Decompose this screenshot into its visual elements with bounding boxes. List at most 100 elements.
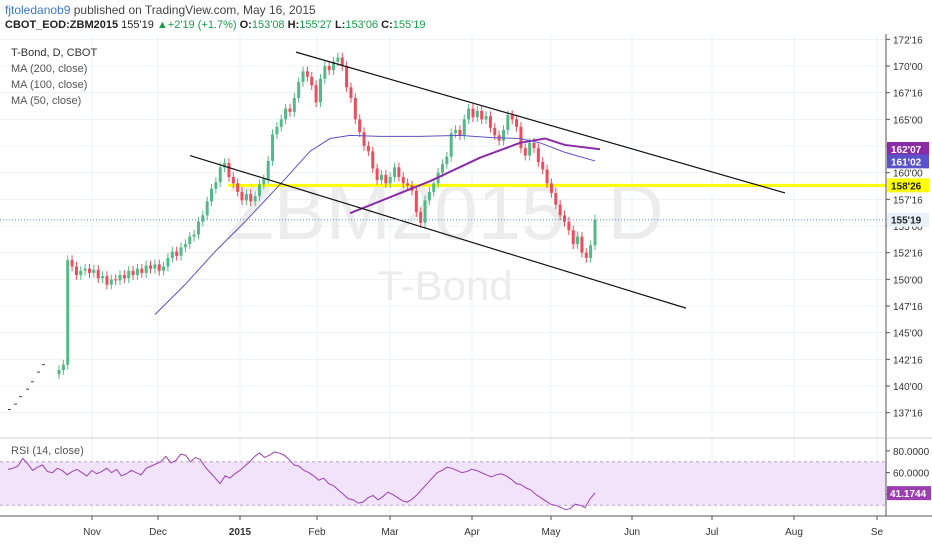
candle-body (536, 148, 540, 162)
candle-body (262, 179, 266, 185)
watermark-symbol: ZBM2015, D (226, 168, 664, 256)
candle-body (144, 265, 148, 273)
price-tick-label: 140'00 (893, 382, 923, 393)
published-text: published on TradingView.com, May 16, 20… (73, 3, 316, 17)
candle-body (515, 119, 519, 127)
legend-ma-200[interactable]: MA (200, close) (11, 63, 87, 75)
high-label: H: (287, 19, 300, 31)
candle-body (501, 130, 505, 141)
candle-body (101, 276, 105, 279)
price-tick-label: 137'16 (893, 409, 923, 420)
candle-body (314, 85, 318, 103)
candle-body (305, 71, 309, 77)
time-tick-label: Aug (785, 527, 803, 538)
legend: T-Bond, D, CBOT MA (200, close) MA (100,… (11, 47, 97, 107)
candle-body (488, 116, 492, 128)
candle-body (327, 66, 331, 71)
rsi-band (0, 461, 886, 506)
price-tag-label: 162'07 (891, 145, 922, 156)
legend-ma-100[interactable]: MA (100, close) (11, 79, 87, 91)
candle-body (284, 108, 288, 120)
rsi-label[interactable]: RSI (14, close) (11, 445, 84, 457)
ma-50-line (154, 134, 596, 315)
candle-body (57, 370, 61, 375)
last-price: 155'19 (121, 19, 154, 31)
candle-body (149, 265, 153, 269)
time-tick-label: Feb (308, 527, 326, 538)
time-tick-label: Nov (83, 527, 101, 538)
author-link[interactable]: fjtoledanob9 (5, 3, 71, 17)
candle-body (153, 264, 157, 269)
trend-line (295, 51, 786, 194)
price-tick-label: 170'00 (893, 62, 923, 73)
price-tick-label: 147'16 (893, 302, 923, 313)
price-tag (887, 212, 929, 227)
symbol-label: CBOT_EOD:ZBM2015 (5, 19, 119, 31)
candle-body (375, 168, 379, 181)
candle-body (475, 110, 479, 118)
candle-body (432, 183, 436, 192)
low-value: 153'06 (345, 19, 379, 31)
candle-body (471, 108, 475, 118)
price-tick-label: 150'00 (893, 275, 923, 286)
legend-title: T-Bond, D, CBOT (11, 47, 97, 59)
candle-body (558, 204, 562, 216)
candle-body (318, 78, 322, 103)
publish-line: fjtoledanob9 published on TradingView.co… (5, 3, 316, 17)
low-label: L: (335, 19, 346, 31)
candle-body (423, 200, 427, 223)
candle-body (275, 126, 279, 135)
candle-body (66, 260, 70, 365)
candle-body (336, 57, 340, 62)
time-tick-label: Jun (624, 527, 640, 538)
time-scale[interactable]: Nov Dec 2015 Feb Mar Apr May Jun Jul Aug Se (83, 516, 884, 538)
candle-body (236, 183, 240, 192)
candles (8, 52, 597, 410)
candle-body (271, 134, 275, 161)
candle-body (467, 108, 471, 120)
candle-body (162, 266, 166, 271)
time-tick-label: Apr (464, 527, 480, 538)
candle-body (192, 234, 196, 237)
candle-body (549, 183, 553, 193)
candle-body (506, 115, 510, 130)
legend-ma-50[interactable]: MA (50, close) (11, 95, 81, 107)
candle-body (118, 275, 122, 281)
candle-body (545, 169, 549, 184)
candle-body (196, 221, 200, 235)
price-tick-label: 165'00 (893, 115, 923, 126)
candle-body (96, 269, 100, 279)
candle-body (83, 268, 87, 271)
candle-body (79, 270, 83, 276)
candle-body (257, 184, 261, 197)
rsi-line (7, 451, 596, 511)
candle-body (157, 264, 161, 271)
candle-body (493, 127, 497, 136)
candle-body (366, 146, 370, 152)
candle-body (406, 183, 410, 186)
candle-body (105, 276, 109, 285)
time-tick-label: May (542, 527, 561, 538)
price-tag (887, 178, 929, 193)
candle-body (401, 176, 405, 184)
trend-line (189, 155, 687, 309)
candle-body (445, 156, 449, 165)
candle-body (127, 270, 131, 279)
watermark-name: T-Bond (377, 262, 512, 309)
candle-body (562, 215, 566, 222)
candle-body (301, 71, 305, 82)
price-tick-label: 145'00 (893, 329, 923, 340)
candle-body (576, 236, 580, 245)
candle-body (74, 266, 78, 276)
time-tick-label: 2015 (229, 527, 252, 538)
candle-body (179, 247, 183, 256)
price-scale[interactable]: 172'16170'00167'16165'00162'16160'00157'… (886, 35, 923, 420)
price-chart[interactable]: ZBM2015, D T-Bond T-Bond, D, CBOT MA (20… (0, 34, 932, 550)
candle-body (567, 221, 571, 231)
candle-body (92, 269, 96, 273)
candle-body (244, 194, 248, 201)
candle-body (414, 190, 418, 213)
candle-body (183, 244, 187, 248)
trend-channel (189, 51, 786, 309)
